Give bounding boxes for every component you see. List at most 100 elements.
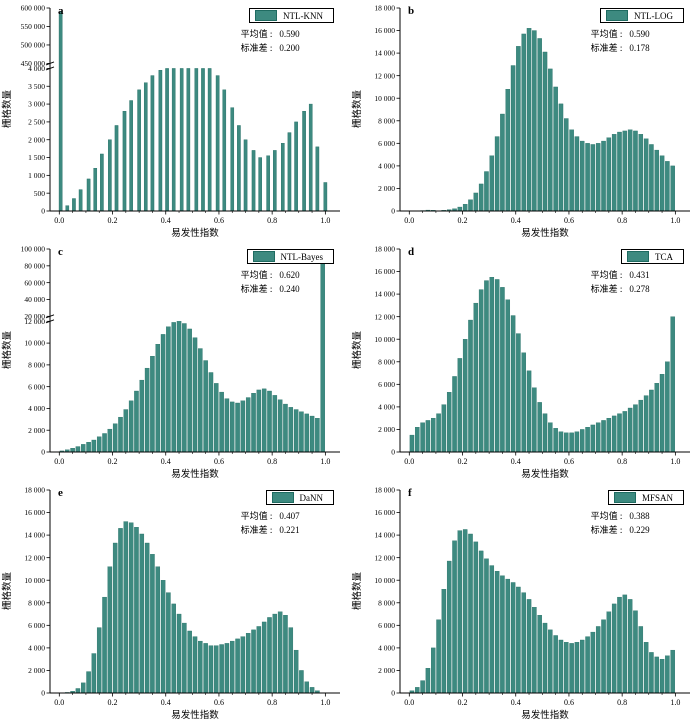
svg-text:6 000: 6 000 [378,621,395,630]
svg-text:6 000: 6 000 [28,621,45,630]
panel-b: 0 2 000 4 000 6 000 8 000 10 000 12 000 14 000 1… [350,0,700,241]
std-value: 0.240 [279,283,300,294]
y-axis-label: 栅格数量 [353,90,363,129]
panel-letter: e [58,487,63,499]
svg-text:2 000: 2 000 [378,666,395,675]
svg-text:0.8: 0.8 [617,457,627,466]
svg-text:0.2: 0.2 [108,457,118,466]
legend-box: TCA [621,249,684,264]
histogram-canvas-f: 0 2 000 4 000 6 000 8 000 10 000 12 000 14 000 1… [374,486,690,707]
histogram-canvas-a: 0 500 1 000 1 500 2 000 2 500 3 000 3 500 4 0004… [21,4,340,225]
svg-text:500 000: 500 000 [21,41,46,50]
svg-text:2 000: 2 000 [28,666,45,675]
svg-text:8 000: 8 000 [378,357,395,366]
legend-label: NTL-KNN [283,10,323,21]
svg-text:4 000: 4 000 [378,402,395,411]
svg-text:0.8: 0.8 [267,698,277,707]
svg-text:0: 0 [391,689,395,698]
svg-text:8 000: 8 000 [378,598,395,607]
svg-text:0.2: 0.2 [458,216,468,225]
legend-swatch-icon [627,251,649,262]
svg-text:16 000: 16 000 [24,508,45,517]
svg-text:0.2: 0.2 [458,457,468,466]
svg-text:600 000: 600 000 [21,4,46,13]
std-label: 标准差 : [590,42,623,53]
panel-e: 0 2 000 4 000 6 000 8 000 10 000 12 000 14 000 1… [0,482,350,723]
svg-text:0.0: 0.0 [404,216,414,225]
svg-text:450 000: 450 000 [21,59,46,68]
legend-box: NTL-LOG [600,8,684,23]
mean-value: 0.620 [279,270,300,280]
std-value: 0.229 [629,524,650,535]
svg-text:1.0: 1.0 [320,457,330,466]
svg-text:0: 0 [391,448,395,457]
svg-text:3 500: 3 500 [28,82,45,91]
mean-label: 平均值 : [240,511,273,521]
svg-text:6 000: 6 000 [378,139,395,148]
svg-text:500: 500 [34,189,46,198]
svg-text:0.0: 0.0 [404,457,414,466]
svg-text:4 000: 4 000 [378,643,395,652]
mean-value: 0.407 [279,511,300,521]
svg-text:0.8: 0.8 [617,698,627,707]
svg-text:4 000: 4 000 [378,161,395,170]
svg-text:16 000: 16 000 [374,26,395,35]
svg-text:8 000: 8 000 [28,360,45,369]
svg-text:18 000: 18 000 [374,4,395,13]
svg-text:12 000: 12 000 [374,553,395,562]
svg-text:0.0: 0.0 [404,698,414,707]
panel-letter: f [408,487,412,499]
svg-text:18 000: 18 000 [24,486,45,495]
legend-box: NTL-Bayes [246,249,334,264]
svg-text:12 000: 12 000 [24,317,45,326]
svg-text:10 000: 10 000 [374,94,395,103]
svg-text:0.4: 0.4 [161,457,171,466]
mean-label: 平均值 : [590,511,623,521]
histogram-canvas-e: 0 2 000 4 000 6 000 8 000 10 000 12 000 14 000 1… [24,486,340,707]
legend-label: NTL-LOG [634,10,673,21]
panel-d: 0 2 000 4 000 6 000 8 000 10 000 12 000 14 000 1… [350,241,700,482]
y-axis-label: 栅格数量 [353,572,363,611]
svg-text:0.0: 0.0 [54,216,64,225]
svg-text:8 000: 8 000 [28,598,45,607]
y-axis-label: 栅格数量 [3,572,13,611]
svg-text:6 000: 6 000 [28,382,45,391]
svg-text:0.4: 0.4 [511,698,521,707]
svg-text:0.6: 0.6 [214,216,224,225]
mean-label: 平均值 : [590,270,623,280]
x-axis-label: 易发性指数 [171,470,219,480]
svg-text:2 500: 2 500 [28,118,45,127]
svg-text:14 000: 14 000 [374,531,395,540]
legend-swatch-icon [271,492,294,503]
svg-text:10 000: 10 000 [374,335,395,344]
svg-text:0.8: 0.8 [617,216,627,225]
stats-block: 平均值 : 0.388 标准差 : 0.229 [566,510,684,538]
std-value: 0.200 [279,42,300,53]
svg-text:1 000: 1 000 [28,171,45,180]
svg-text:1.0: 1.0 [670,216,680,225]
legend-label: MFSAN [641,492,673,503]
svg-text:8 000: 8 000 [378,116,395,125]
std-label: 标准差 : [590,283,623,294]
stats-block: 平均值 : 0.431 标准差 : 0.278 [566,269,684,297]
svg-text:1.0: 1.0 [670,457,680,466]
svg-text:0.4: 0.4 [511,457,521,466]
x-axis-label: 易发性指数 [521,711,569,721]
x-axis-label: 易发性指数 [521,229,569,239]
svg-text:0.8: 0.8 [267,457,277,466]
legend-label: NTL-Bayes [280,251,324,262]
svg-text:0.6: 0.6 [564,216,574,225]
legend-label: TCA [655,251,673,262]
x-axis-label: 易发性指数 [171,229,219,239]
svg-text:4 000: 4 000 [28,643,45,652]
svg-text:1 500: 1 500 [28,153,45,162]
stats-block: 平均值 : 0.407 标准差 : 0.221 [216,510,334,538]
std-label: 标准差 : [590,524,623,535]
svg-text:14 000: 14 000 [24,531,45,540]
svg-text:40 000: 40 000 [24,295,45,304]
svg-text:10 000: 10 000 [24,576,45,585]
std-value: 0.178 [629,42,650,53]
svg-text:0.2: 0.2 [108,216,118,225]
stats-block: 平均值 : 0.620 标准差 : 0.240 [216,269,334,297]
